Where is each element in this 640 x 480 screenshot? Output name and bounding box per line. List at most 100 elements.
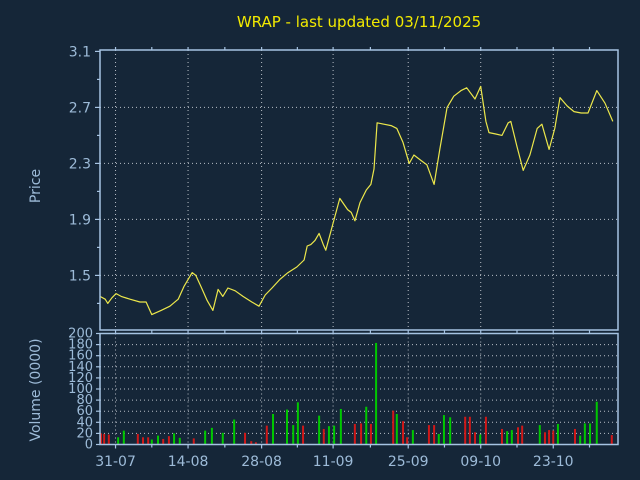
volume-bar-up bbox=[437, 433, 440, 445]
volume-bar-down bbox=[521, 425, 524, 445]
volume-bar-up bbox=[157, 435, 160, 445]
volume-bar-down bbox=[369, 423, 372, 445]
volume-bar-up bbox=[173, 433, 176, 445]
volume-bar-down bbox=[474, 432, 477, 445]
volume-bar-up bbox=[510, 430, 513, 445]
volume-bar-down bbox=[552, 430, 555, 445]
volume-bar-down bbox=[107, 434, 110, 445]
volume-bar-down bbox=[517, 427, 520, 445]
volume-bar-down bbox=[147, 437, 150, 445]
volume-bar-down bbox=[141, 437, 144, 445]
volume-bar-up bbox=[442, 415, 445, 445]
volume-bar-down bbox=[464, 416, 467, 445]
price-y-tick-label: 3.1 bbox=[69, 44, 91, 60]
x-tick-label: 25-09 bbox=[388, 454, 429, 470]
volume-bar-down bbox=[136, 433, 139, 445]
price-y-tick-label: 1.9 bbox=[69, 212, 91, 228]
volume-bar-down bbox=[162, 438, 165, 445]
volume-bar-up bbox=[233, 419, 236, 445]
volume-bar-down bbox=[244, 432, 247, 445]
x-tick-label: 11-09 bbox=[313, 454, 354, 470]
volume-bar-down bbox=[433, 425, 436, 445]
volume-bar-down bbox=[265, 425, 268, 445]
volume-bar-up bbox=[122, 430, 125, 445]
x-tick-label: 28-08 bbox=[241, 454, 282, 470]
volume-axis-label: Volume (0000) bbox=[28, 338, 44, 442]
axis-tick-labels: 1.51.92.32.73.10204060801001201401601802… bbox=[68, 44, 573, 470]
volume-bar-up bbox=[327, 426, 330, 445]
volume-y-tick-label: 120 bbox=[68, 371, 93, 386]
volume-bar-up bbox=[339, 408, 342, 445]
chart-title: WRAP - last updated 03/11/2025 bbox=[236, 13, 482, 31]
price-panel-border bbox=[99, 49, 619, 331]
volume-bar-down bbox=[167, 436, 170, 445]
volume-bar-up bbox=[178, 437, 181, 445]
volume-bar-up bbox=[395, 413, 398, 445]
volume-bar-up bbox=[285, 409, 288, 445]
volume-bar-down bbox=[610, 435, 613, 445]
volume-y-tick-label: 180 bbox=[68, 338, 93, 353]
volume-bar-down bbox=[468, 416, 471, 445]
volume-y-tick-label: 100 bbox=[68, 382, 93, 397]
volume-bar-up bbox=[296, 402, 299, 445]
volume-bar-up bbox=[583, 423, 586, 445]
price-line-series bbox=[99, 85, 614, 316]
volume-bar-up bbox=[556, 423, 559, 445]
volume-bar-down bbox=[100, 433, 103, 445]
price-y-tick-label: 1.5 bbox=[69, 268, 91, 284]
volume-bar-up bbox=[375, 342, 378, 445]
volume-bar-down bbox=[402, 421, 405, 445]
volume-bar-down bbox=[192, 438, 195, 445]
volume-y-tick-label: 20 bbox=[76, 426, 93, 441]
volume-bar-up bbox=[506, 431, 509, 445]
volume-bar-up bbox=[589, 423, 592, 445]
volume-bar-down bbox=[574, 428, 577, 445]
volume-bar-up bbox=[538, 425, 541, 445]
volume-bar-down bbox=[250, 441, 253, 445]
volume-bar-down bbox=[543, 432, 546, 445]
volume-bar-up bbox=[318, 415, 321, 445]
price-y-tick-label: 2.3 bbox=[69, 156, 91, 172]
volume-bar-up bbox=[595, 401, 598, 445]
volume-bar-up bbox=[272, 413, 275, 445]
volume-bar-up bbox=[333, 425, 336, 445]
x-tick-label: 31-07 bbox=[95, 454, 136, 470]
volume-bar-down bbox=[484, 416, 487, 445]
volume-y-tick-label: 200 bbox=[68, 327, 93, 342]
volume-bar-down bbox=[353, 423, 356, 445]
volume-bar-up bbox=[365, 406, 368, 445]
gridlines bbox=[100, 50, 618, 445]
volume-bar-down bbox=[103, 433, 106, 445]
volume-bar-up bbox=[150, 439, 153, 445]
volume-bar-down bbox=[548, 430, 551, 445]
price-y-tick-label: 2.7 bbox=[69, 100, 91, 116]
volume-bar-down bbox=[500, 428, 503, 445]
volume-bar-up bbox=[117, 437, 120, 445]
x-tick-label: 09-10 bbox=[460, 454, 501, 470]
volume-y-tick-label: 140 bbox=[68, 360, 93, 375]
price-axis-label: Price bbox=[28, 168, 44, 204]
volume-bars bbox=[100, 342, 613, 445]
volume-bar-down bbox=[406, 437, 409, 445]
volume-bar-down bbox=[322, 428, 325, 445]
volume-y-tick-label: 40 bbox=[76, 415, 93, 430]
volume-bar-up bbox=[210, 427, 213, 445]
volume-y-tick-label: 160 bbox=[68, 349, 93, 364]
volume-bar-down bbox=[360, 423, 363, 445]
volume-y-tick-label: 60 bbox=[76, 404, 93, 419]
axis-ticks bbox=[95, 47, 591, 449]
price-line bbox=[99, 85, 614, 316]
volume-bar-up bbox=[292, 425, 295, 445]
panel-borders bbox=[99, 49, 619, 446]
volume-bar-down bbox=[427, 425, 430, 445]
volume-bar-down bbox=[302, 425, 305, 445]
volume-bar-up bbox=[479, 434, 482, 445]
volume-bar-up bbox=[579, 435, 582, 445]
x-tick-label: 14-08 bbox=[168, 454, 209, 470]
volume-bar-up bbox=[204, 430, 207, 445]
volume-bar-down bbox=[392, 410, 395, 445]
x-tick-label: 23-10 bbox=[533, 454, 574, 470]
volume-y-tick-label: 0 bbox=[85, 438, 93, 453]
